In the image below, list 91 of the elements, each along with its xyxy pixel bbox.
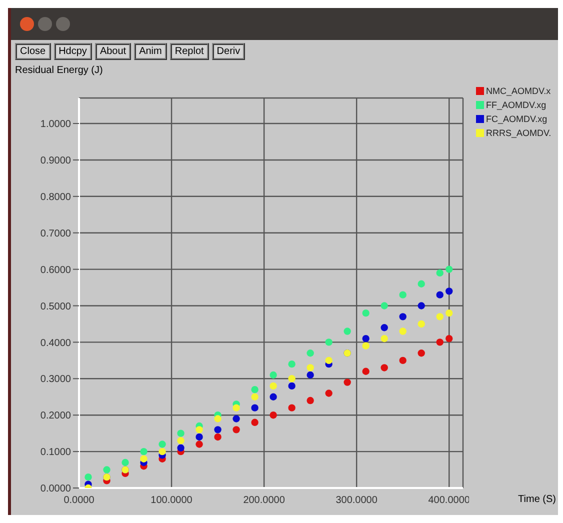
legend-label: NMC_AOMDV.x (486, 86, 551, 96)
point (214, 433, 222, 441)
y-tick-label: 0.7000 (40, 228, 72, 240)
y-tick-label: 0.4000 (40, 338, 72, 349)
point (158, 440, 166, 448)
point (177, 430, 184, 437)
point (288, 375, 296, 382)
text: Anim (134, 43, 167, 60)
point (306, 350, 314, 357)
point (418, 302, 425, 310)
point (362, 342, 370, 350)
point (140, 448, 148, 456)
point (446, 309, 453, 317)
legend-label: FF_AOMDV.xg (486, 100, 546, 110)
point (103, 466, 110, 474)
point (380, 324, 388, 332)
point (84, 473, 92, 481)
point (251, 404, 258, 412)
point (344, 378, 351, 386)
point (380, 302, 388, 310)
point (288, 404, 296, 412)
point (232, 426, 240, 434)
point (418, 350, 425, 357)
y-tick-label: 0.2000 (40, 410, 72, 422)
point (436, 291, 444, 298)
x-tick-label: 100.0000 (150, 495, 193, 506)
point (196, 440, 203, 448)
text: Deriv (212, 43, 246, 60)
point (306, 364, 314, 372)
point (399, 291, 406, 298)
point (251, 418, 258, 426)
point (214, 415, 222, 422)
point (306, 371, 314, 379)
text: Replot (170, 43, 209, 60)
point (232, 404, 240, 412)
point (251, 386, 258, 394)
point (140, 455, 148, 462)
point (196, 426, 203, 434)
point (446, 334, 453, 342)
y-tick-label: 0.6000 (40, 264, 72, 276)
text: About (94, 43, 132, 60)
point (214, 426, 222, 434)
y-tick-label: 0.3000 (40, 374, 72, 386)
point (232, 415, 240, 422)
x-tick-label: 200.0000 (243, 495, 286, 506)
point (362, 309, 370, 317)
point (399, 356, 406, 364)
point (344, 328, 351, 335)
point (325, 356, 332, 364)
point (436, 338, 444, 346)
point (399, 313, 406, 320)
point (270, 412, 277, 419)
point (288, 360, 296, 368)
point (380, 364, 388, 372)
point (446, 266, 453, 273)
point (436, 313, 444, 320)
point (122, 458, 129, 466)
point (325, 338, 332, 346)
y-tick-label: 1.0000 (40, 119, 72, 130)
point (399, 328, 406, 335)
y-tick-label: 0.5000 (40, 301, 72, 312)
text: Close (15, 43, 51, 60)
y-tick-label: 0.9000 (40, 156, 72, 167)
point (325, 390, 332, 397)
point (158, 448, 166, 456)
y-tick-label: 0.1000 (40, 447, 72, 458)
point (251, 393, 258, 400)
x-axis-title: Time (S) (518, 494, 556, 505)
x-tick-label: 0.0000 (64, 495, 95, 506)
point (436, 269, 444, 277)
point (362, 334, 370, 342)
point (288, 382, 296, 390)
point (196, 433, 203, 441)
point (380, 334, 388, 342)
y-tick-label: 0.8000 (40, 192, 72, 203)
legend-label: RRRS_AOMDV. (486, 128, 552, 138)
point (418, 320, 425, 328)
x-tick-label: 300.0000 (336, 495, 378, 506)
y-axis-title: Residual Energy (J) (15, 65, 103, 76)
point (418, 280, 425, 288)
point (446, 288, 453, 295)
point (177, 437, 184, 444)
text: Hdcpy (54, 43, 92, 60)
point (270, 371, 277, 379)
point (270, 393, 277, 400)
point (270, 382, 277, 390)
point (362, 368, 370, 375)
y-tick-label: 0.0000 (40, 484, 72, 495)
legend-label: FC_AOMDV.xg (486, 114, 548, 124)
point (306, 396, 314, 404)
point (177, 444, 184, 452)
